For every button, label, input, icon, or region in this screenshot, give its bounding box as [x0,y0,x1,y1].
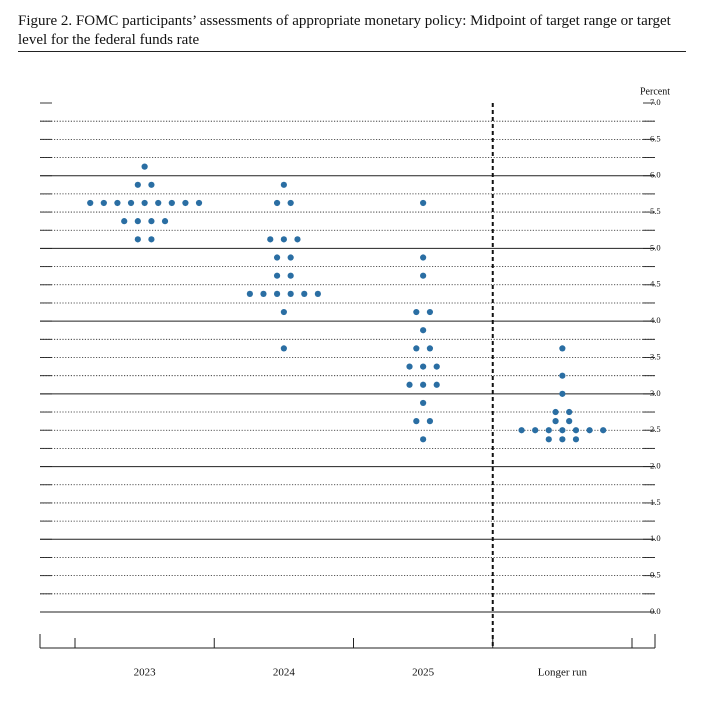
y-tick-label: 2.0 [650,461,661,471]
dot [134,181,141,188]
y-tick-label: 5.5 [650,206,661,216]
dot [134,218,141,225]
dot [420,381,427,388]
dot [287,272,294,279]
dot [114,199,121,207]
y-tick-label: 6.0 [650,170,661,180]
dot [552,418,559,425]
dot [518,427,525,434]
dot [287,290,294,297]
x-tick-label: 2024 [273,667,296,679]
dot [148,218,155,225]
dot [134,236,141,243]
dot [545,427,552,434]
dot [301,290,308,297]
dot [155,199,162,207]
dot [406,381,413,388]
dot [273,272,281,279]
dot [572,436,580,443]
dot [420,199,427,207]
dot [566,408,573,416]
x-tick-label: Longer run [538,667,588,679]
y-tick-label: 4.5 [650,279,661,289]
dot [420,436,427,443]
dot [287,254,294,261]
dot [559,427,566,434]
dot [141,163,148,170]
dot [127,199,135,207]
dot [273,199,281,207]
dot [566,418,573,425]
dot [148,181,155,188]
dot [586,427,593,434]
dot [413,345,420,352]
dot [294,236,301,243]
dot [559,372,566,379]
dot [420,272,427,279]
dot [267,236,274,243]
dot [572,427,580,434]
dot [273,290,281,297]
dot [287,199,294,207]
y-tick-label: 1.5 [650,497,661,507]
dot [420,254,427,261]
y-tick-label: 7.0 [650,97,661,107]
dot [559,436,566,443]
y-axis-label: Percent [640,86,670,97]
dot [420,327,427,334]
title-rule [18,51,686,52]
dot [280,345,287,352]
x-tick-label: 2023 [134,667,157,679]
dot [246,290,253,297]
y-tick-label: 3.5 [650,351,661,361]
dot [182,199,189,207]
y-tick-label: 4.0 [650,315,661,325]
dot [121,218,128,225]
dot [600,427,607,434]
dot [420,363,427,370]
dot [280,236,287,243]
dot [420,399,427,407]
y-tick-label: 1.0 [650,533,661,543]
dot [559,390,566,397]
dot [273,254,281,261]
y-tick-label: 0.5 [650,570,661,580]
y-tick-label: 6.5 [650,133,661,143]
y-tick-label: 3.0 [650,388,661,398]
dot [87,199,94,207]
dot [413,418,420,425]
dot [406,363,413,370]
dot [161,218,169,225]
dot [559,345,566,352]
dot [314,290,321,297]
dot [413,308,420,316]
dot [100,199,107,207]
y-tick-label: 2.5 [650,424,661,434]
dot [426,418,434,425]
dot [545,436,552,443]
dot [433,381,440,388]
dot [280,181,287,188]
dot [426,345,434,352]
chart-title: Figure 2. FOMC participants’ assessments… [18,13,671,48]
y-tick-label: 0.0 [650,606,661,616]
dot [532,427,539,434]
dot [433,363,440,370]
dot [552,408,559,416]
x-tick-label: 2025 [412,667,435,679]
dot [280,308,287,316]
y-tick-label: 5.0 [650,242,661,252]
dot [260,290,267,297]
dot [141,199,148,207]
dot [148,236,155,243]
dot [195,199,203,207]
dot [426,308,434,316]
dot [168,199,175,207]
